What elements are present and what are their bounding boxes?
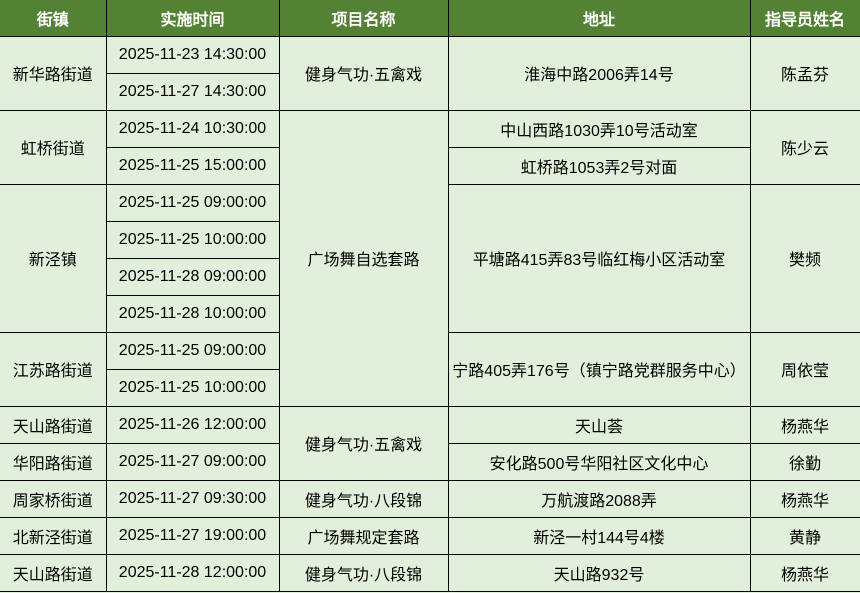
cell-instructor: 黄静	[749, 516, 860, 555]
cell-street: 天山路街道	[0, 405, 107, 444]
cell-instructor: 樊频	[749, 183, 860, 333]
table-row: 2025-11-27 14:30:00	[0, 72, 860, 111]
table-row: 北新泾街道 2025-11-27 19:00:00 广场舞规定套路 新泾一村14…	[0, 516, 860, 555]
table-row: 新泾镇 2025-11-25 09:00:00 平塘路415弄83号临红梅小区活…	[0, 183, 860, 333]
cell-time: 2025-11-27 09:00:00	[105, 442, 280, 481]
cell-street: 虹桥街道	[0, 109, 107, 185]
cell-address: 淮海中路2006弄14号	[447, 35, 751, 111]
cell-instructor: 杨燕华	[749, 553, 860, 592]
cell-address: 天山路932号	[447, 553, 751, 592]
cell-time: 2025-11-26 12:00:00	[105, 405, 280, 444]
cell-time: 2025-11-27 09:30:00	[105, 479, 280, 518]
table-row: 2025-11-28 09:00:00	[0, 257, 860, 296]
cell-time: 2025-11-23 14:30:00	[105, 35, 280, 74]
cell-street: 江苏路街道	[0, 331, 107, 407]
cell-street: 天山路街道	[0, 553, 107, 592]
cell-time: 2025-11-25 09:00:00	[105, 331, 280, 370]
cell-time: 2025-11-27 19:00:00	[105, 516, 280, 555]
col-header-instructor: 指导员姓名	[749, 0, 860, 37]
cell-time: 2025-11-25 15:00:00	[105, 146, 280, 185]
cell-instructor: 周依莹	[749, 331, 860, 407]
cell-address: 新泾一村144号4楼	[447, 516, 751, 555]
cell-time: 2025-11-25 10:00:00	[105, 220, 280, 259]
table-row: 天山路街道 2025-11-28 12:00:00 健身气功·八段锦 天山路93…	[0, 553, 860, 592]
table-row: 2025-11-25 15:00:00 虹桥路1053弄2号对面	[0, 146, 860, 185]
cell-address: 安化路500号华阳社区文化中心	[447, 442, 751, 481]
cell-address: 平塘路415弄83号临红梅小区活动室	[447, 183, 751, 333]
cell-instructor: 陈孟芬	[749, 35, 860, 111]
cell-street: 新泾镇	[0, 183, 107, 333]
cell-address: 万航渡路2088弄	[447, 479, 751, 518]
cell-address: 天山荟	[447, 405, 751, 444]
cell-time: 2025-11-27 14:30:00	[105, 72, 280, 111]
table-row: 2025-11-28 10:00:00	[0, 294, 860, 333]
cell-address: 虹桥路1053弄2号对面	[447, 146, 751, 185]
col-header-time: 实施时间	[105, 0, 280, 37]
cell-time: 2025-11-28 12:00:00	[105, 553, 280, 592]
table-row: 2025-11-25 10:00:00	[0, 220, 860, 259]
cell-project: 健身气功·五禽戏	[278, 405, 449, 481]
cell-project: 健身气功·八段锦	[278, 553, 449, 592]
cell-street: 新华路街道	[0, 35, 107, 111]
cell-time: 2025-11-25 10:00:00	[105, 368, 280, 407]
cell-address: 中山西路1030弄10号活动室	[447, 109, 751, 148]
table-row: 新华路街道 2025-11-23 14:30:00 健身气功·五禽戏 淮海中路2…	[0, 35, 860, 111]
cell-instructor: 陈少云	[749, 109, 860, 185]
cell-street: 华阳路街道	[0, 442, 107, 481]
table-row: 虹桥街道 2025-11-24 10:30:00 广场舞自选套路 中山西路103…	[0, 109, 860, 407]
col-header-address: 地址	[447, 0, 751, 37]
cell-address: 宁路405弄176号（镇宁路党群服务中心）	[447, 331, 751, 407]
cell-project: 健身气功·五禽戏	[278, 35, 449, 111]
cell-time: 2025-11-25 09:00:00	[105, 183, 280, 222]
cell-instructor: 徐勤	[749, 442, 860, 481]
cell-time: 2025-11-28 09:00:00	[105, 257, 280, 296]
cell-project: 广场舞自选套路	[278, 109, 449, 407]
cell-street: 周家桥街道	[0, 479, 107, 518]
cell-street: 北新泾街道	[0, 516, 107, 555]
table-row: 江苏路街道 2025-11-25 09:00:00 宁路405弄176号（镇宁路…	[0, 331, 860, 407]
cell-instructor: 杨燕华	[749, 479, 860, 518]
table-row: 华阳路街道 2025-11-27 09:00:00 安化路500号华阳社区文化中…	[0, 442, 860, 481]
header-row: 街镇 实施时间 项目名称 地址 指导员姓名	[0, 0, 860, 37]
cell-project: 广场舞规定套路	[278, 516, 449, 555]
table-row: 天山路街道 2025-11-26 12:00:00 健身气功·五禽戏 天山荟 杨…	[0, 405, 860, 481]
col-header-project: 项目名称	[278, 0, 449, 37]
cell-instructor: 杨燕华	[749, 405, 860, 444]
col-header-street: 街镇	[0, 0, 107, 37]
cell-time: 2025-11-28 10:00:00	[105, 294, 280, 333]
table-row: 周家桥街道 2025-11-27 09:30:00 健身气功·八段锦 万航渡路2…	[0, 479, 860, 518]
cell-project: 健身气功·八段锦	[278, 479, 449, 518]
cell-time: 2025-11-24 10:30:00	[105, 109, 280, 148]
